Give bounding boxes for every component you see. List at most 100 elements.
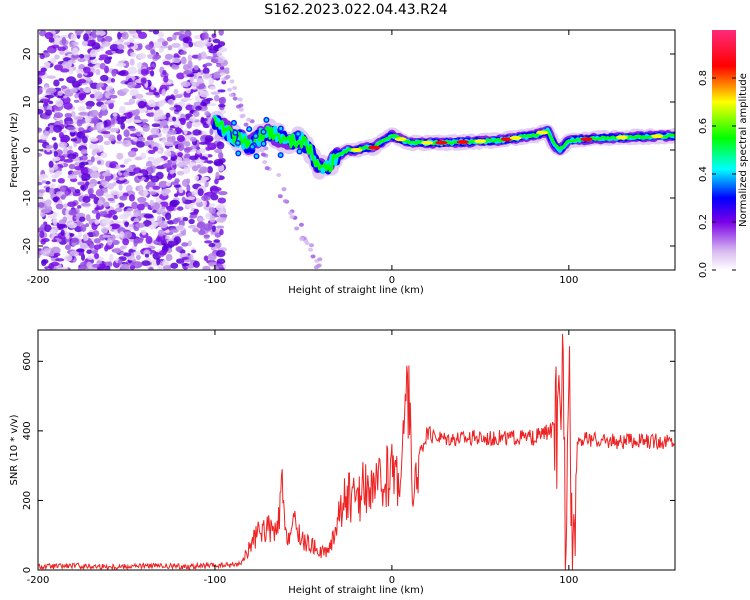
heatmap-noise-cell xyxy=(48,100,54,105)
ridge-blob-core xyxy=(232,121,236,125)
heatmap-noise-cell xyxy=(143,249,151,256)
heatmap-noise-cell xyxy=(85,214,91,222)
heatmap-noise-cell xyxy=(165,112,171,118)
heatmap-noise-cell xyxy=(186,121,192,129)
heatmap-noise-cell xyxy=(219,213,228,218)
heatmap-noise-cell xyxy=(85,181,90,186)
heatmap-noise-cell xyxy=(100,130,111,135)
heatmap-noise-cell xyxy=(167,45,173,51)
heatmap-noise-cell xyxy=(128,194,135,202)
heatmap-noise-cell xyxy=(157,265,163,270)
heatmap-noise-cell xyxy=(110,234,116,242)
heatmap-noise-cell xyxy=(68,68,74,75)
heatmap-noise-cell xyxy=(70,138,78,142)
heatmap-noise-cell xyxy=(180,113,186,119)
heatmap-noise-cell xyxy=(107,197,115,202)
heatmap-noise-cell xyxy=(132,119,143,124)
heatmap-noise-cell xyxy=(97,34,103,43)
heatmap-streak-cell xyxy=(308,247,314,252)
heatmap-noise-cell xyxy=(73,115,84,121)
heatmap-noise-cell xyxy=(71,170,81,175)
heatmap-noise-cell xyxy=(208,78,215,85)
heatmap-noise-cell xyxy=(146,181,156,188)
heatmap-noise-cell xyxy=(131,245,138,251)
heatmap-noise-cell xyxy=(74,188,81,194)
heatmap-noise-cell xyxy=(150,84,155,90)
heatmap-noise-cell xyxy=(136,203,145,211)
heatmap-noise-cell xyxy=(217,41,226,47)
heatmap-noise-cell xyxy=(50,261,60,267)
heatmap-noise-cell xyxy=(217,89,226,93)
heatmap-noise-cell xyxy=(41,208,52,214)
heatmap-noise-cell xyxy=(155,195,161,203)
heatmap-noise-cell xyxy=(148,134,159,138)
heatmap-noise-cell xyxy=(115,203,120,208)
snr-xtick-label: -200 xyxy=(27,575,50,586)
heatmap-noise-cell xyxy=(117,43,125,50)
heatmap-noise-cell xyxy=(163,75,169,83)
heatmap-noise-cell xyxy=(66,126,76,131)
heatmap-noise-cell xyxy=(152,30,160,35)
heatmap-noise-cell xyxy=(38,77,43,85)
heatmap-noise-cell xyxy=(102,201,110,208)
heatmap-noise-cell xyxy=(53,156,61,162)
heatmap-noise-cell xyxy=(181,196,186,203)
heatmap-noise-cell xyxy=(114,207,123,213)
heatmap-noise-cell xyxy=(176,134,185,143)
heatmap-streak-cell xyxy=(232,85,238,90)
heatmap-noise-cell xyxy=(209,86,217,90)
heatmap-noise-cell xyxy=(118,183,123,191)
heatmap-noise-cell xyxy=(46,87,57,94)
ridge-blob-core xyxy=(264,118,268,122)
heatmap-noise-cell xyxy=(123,158,129,165)
ridge-blob-core xyxy=(254,154,259,158)
heatmap-noise-cell xyxy=(78,111,88,116)
heatmap-noise-cell xyxy=(61,37,67,45)
heatmap-noise-cell xyxy=(143,141,150,147)
heatmap-noise-cell xyxy=(119,164,126,168)
heatmap-noise-cell xyxy=(62,147,69,155)
heatmap-noise-cell xyxy=(157,233,166,242)
heatmap-noise-cell xyxy=(67,59,76,64)
heatmap-noise-cell xyxy=(46,75,56,79)
heatmap-noise-cell xyxy=(215,228,220,233)
heatmap-noise-cell xyxy=(106,225,113,230)
heatmap-noise-cell xyxy=(116,62,127,67)
heatmap-noise-cell xyxy=(86,261,93,269)
heatmap-noise-cell xyxy=(204,110,211,117)
heatmap-noise-cell xyxy=(173,184,181,188)
heatmap-noise-cell xyxy=(115,48,124,54)
heatmap-noise-cell xyxy=(127,66,138,75)
heatmap-noise-cell xyxy=(95,30,106,37)
heatmap-noise-cell xyxy=(64,112,73,118)
heatmap-noise-cell xyxy=(53,142,58,150)
heatmap-noise-cell xyxy=(98,144,104,153)
heatmap-noise-cell xyxy=(76,119,83,127)
heatmap-noise-cell xyxy=(161,40,168,47)
heatmap-noise-cell xyxy=(38,30,47,37)
heatmap-noise-cell xyxy=(77,127,85,132)
ridge-hotspot xyxy=(368,145,381,150)
heatmap-noise-cell xyxy=(104,35,113,43)
heatmap-noise-cell xyxy=(82,129,90,134)
heatmap-noise-cell xyxy=(212,38,221,44)
heatmap-noise-cell xyxy=(203,255,209,262)
heatmap-noise-cell xyxy=(122,238,130,246)
heatmap-noise-cell xyxy=(39,173,49,179)
heatmap-noise-cell xyxy=(164,236,171,240)
heatmap-noise-cell xyxy=(197,188,204,197)
ridge-blob-core xyxy=(236,141,240,145)
ridge-blob-core xyxy=(297,149,302,154)
heatmap-noise-cell xyxy=(87,188,93,196)
heatmap-noise-cell xyxy=(192,129,202,136)
heatmap-noise-cell xyxy=(189,155,199,161)
heatmap-noise-cell xyxy=(120,263,130,270)
heatmap-noise-cell xyxy=(201,194,211,202)
spectrogram-xtick-label: -100 xyxy=(204,275,227,286)
heatmap-noise-cell xyxy=(136,172,144,176)
heatmap-noise-cell xyxy=(197,52,202,61)
heatmap-noise-cell xyxy=(49,187,55,196)
heatmap-streak-cell xyxy=(232,96,238,101)
heatmap-streak-cell xyxy=(310,254,316,259)
heatmap-noise-cell xyxy=(51,239,58,243)
